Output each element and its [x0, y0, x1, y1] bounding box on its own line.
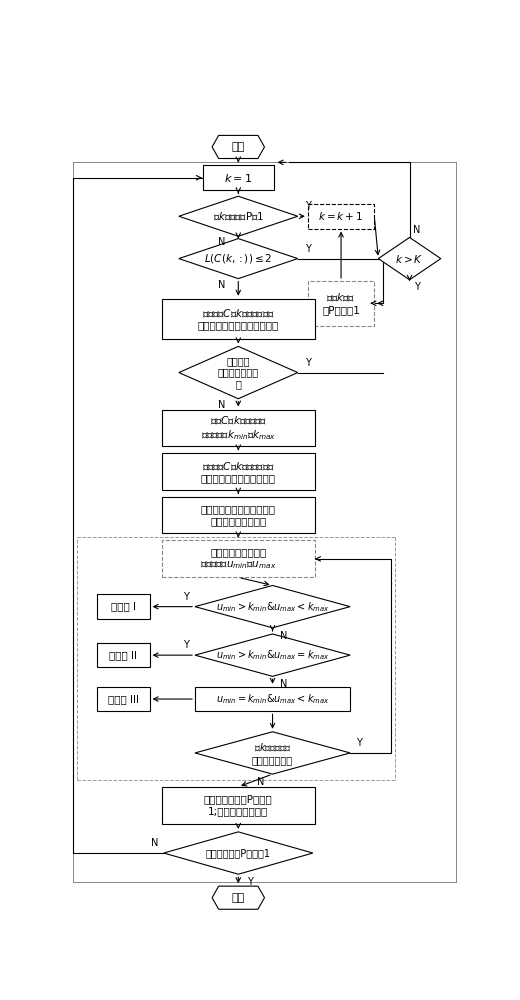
Text: 临时集合中最小、最
大元素记为$u_{min}$、$u_{max}$: 临时集合中最小、最 大元素记为$u_{min}$、$u_{max}$: [200, 547, 277, 571]
FancyBboxPatch shape: [308, 281, 374, 326]
FancyBboxPatch shape: [203, 165, 274, 190]
Text: $k>K$: $k>K$: [395, 253, 424, 265]
Text: 子模块 II: 子模块 II: [109, 650, 137, 660]
Text: 计算矩阵$C$第$k$行每两个相邻
元素的划分指标的欧式距离: 计算矩阵$C$第$k$行每两个相邻 元素的划分指标的欧式距离: [201, 460, 276, 484]
FancyBboxPatch shape: [308, 204, 374, 229]
FancyBboxPatch shape: [162, 410, 315, 446]
Text: Y: Y: [305, 358, 311, 368]
Text: $u_{min}=k_{min}$&$u_{max}<k_{max}$: $u_{min}=k_{min}$&$u_{max}<k_{max}$: [216, 692, 329, 706]
Text: Y: Y: [305, 201, 311, 211]
Text: $u_{min}>k_{min}$&$u_{max}<k_{max}$: $u_{min}>k_{min}$&$u_{max}<k_{max}$: [216, 600, 329, 614]
Polygon shape: [164, 832, 313, 874]
Polygon shape: [179, 196, 298, 236]
Text: Y: Y: [183, 640, 189, 650]
Text: $k=k+1$: $k=k+1$: [318, 210, 363, 222]
FancyBboxPatch shape: [97, 594, 150, 619]
Text: N: N: [218, 400, 226, 410]
Text: N: N: [218, 237, 226, 247]
Polygon shape: [195, 634, 350, 676]
Text: $u_{min}>k_{min}$&$u_{max}=k_{max}$: $u_{min}>k_{min}$&$u_{max}=k_{max}$: [216, 648, 329, 662]
Polygon shape: [179, 346, 298, 399]
FancyBboxPatch shape: [162, 540, 315, 577]
Text: 将第$k$类标
记P设置为1: 将第$k$类标 记P设置为1: [322, 291, 360, 315]
Text: 每一类的标记P都等于1: 每一类的标记P都等于1: [206, 848, 271, 858]
Text: 计算矩阵$C$第$k$行任意两个元
素的两个划分指标差值绝对值: 计算矩阵$C$第$k$行任意两个元 素的两个划分指标差值绝对值: [198, 307, 279, 330]
Text: N: N: [257, 777, 264, 787]
Text: 以欧式距离最小值对应的两
个元素组成临时集合: 以欧式距离最小值对应的两 个元素组成临时集合: [201, 504, 276, 526]
Text: 子模块 I: 子模块 I: [111, 602, 136, 612]
Text: 开始: 开始: [232, 142, 245, 152]
Text: N: N: [151, 838, 159, 848]
Text: $L(C(k,:))\leq 2$: $L(C(k,:))\leq 2$: [204, 252, 272, 265]
Text: 结束: 结束: [232, 893, 245, 903]
Text: N: N: [218, 280, 226, 290]
FancyBboxPatch shape: [162, 497, 315, 533]
Polygon shape: [195, 732, 350, 774]
Polygon shape: [195, 585, 350, 628]
Text: N: N: [280, 631, 288, 641]
Text: 将临时集合标记P设置为
1;并确定其类别编号: 将临时集合标记P设置为 1;并确定其类别编号: [204, 794, 272, 816]
FancyBboxPatch shape: [162, 453, 315, 490]
Text: $k=1$: $k=1$: [224, 172, 252, 184]
Text: 子模块 III: 子模块 III: [108, 694, 139, 704]
Text: Y: Y: [414, 282, 420, 292]
Text: N: N: [413, 225, 421, 235]
FancyBboxPatch shape: [162, 787, 315, 824]
Text: 所有差值
绝对值都小于阈
值: 所有差值 绝对值都小于阈 值: [218, 356, 259, 389]
Polygon shape: [179, 239, 298, 279]
Polygon shape: [212, 886, 265, 909]
FancyBboxPatch shape: [162, 299, 315, 339]
Text: N: N: [280, 679, 288, 689]
FancyBboxPatch shape: [195, 687, 350, 711]
Text: Y: Y: [183, 592, 189, 602]
Polygon shape: [212, 135, 265, 158]
FancyBboxPatch shape: [97, 687, 150, 711]
Text: 第$k$类的标记P是1: 第$k$类的标记P是1: [213, 210, 264, 222]
Text: Y: Y: [356, 738, 362, 748]
Polygon shape: [379, 237, 441, 280]
FancyBboxPatch shape: [97, 643, 150, 667]
Text: 矩阵$C$第$k$行最小、最
大数值记为$k_{min}$、$k_{max}$: 矩阵$C$第$k$行最小、最 大数值记为$k_{min}$、$k_{max}$: [201, 414, 276, 442]
Text: 第$k$类还有元素
能纳入临时集合: 第$k$类还有元素 能纳入临时集合: [252, 741, 293, 765]
Text: Y: Y: [305, 244, 311, 254]
Text: Y: Y: [246, 877, 253, 887]
